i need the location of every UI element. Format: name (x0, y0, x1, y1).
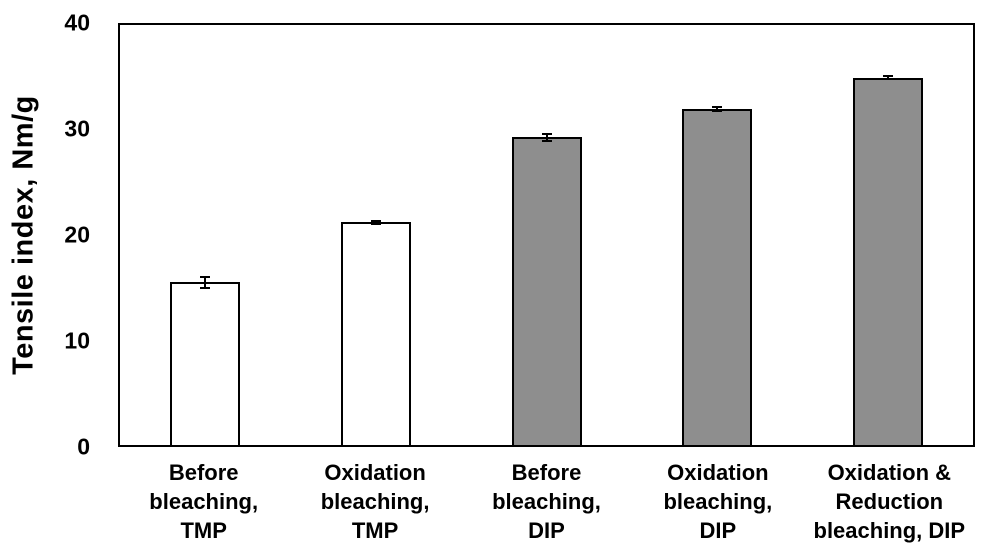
y-axis-tick-labels: 0 10 20 30 40 (0, 11, 100, 458)
x-category-label-line: Oxidation (324, 460, 426, 485)
y-tick-label-20: 20 (64, 221, 90, 248)
bar-4 (682, 109, 753, 445)
error-bar-4 (712, 106, 723, 112)
error-bar-2 (370, 219, 381, 225)
x-category-label-line: TMP (180, 518, 227, 543)
x-category-label-line: DIP (528, 518, 565, 543)
x-category-label-line: Before (168, 460, 239, 485)
y-tick-label-30: 30 (64, 115, 90, 142)
error-bar-5 (882, 75, 893, 80)
x-category-label-line: bleaching, (149, 489, 259, 514)
y-tick-label-10: 10 (64, 327, 90, 354)
y-tick-label-40: 40 (64, 9, 90, 36)
error-bar-stem (886, 76, 889, 79)
error-bar-cap-bottom (882, 77, 893, 80)
error-bar-cap-bottom (712, 109, 723, 112)
x-category-label-4: Oxidation bleaching, DIP (623, 458, 813, 545)
error-bar-stem (204, 277, 207, 288)
x-category-label-1: Before bleaching, TMP (109, 458, 299, 545)
x-axis-labels: Before bleaching, TMP Oxidation bleaching, TM… (118, 458, 975, 548)
x-category-label-line: Before (511, 460, 582, 485)
x-category-label-line: TMP (351, 518, 399, 543)
error-bar-cap-bottom (541, 139, 552, 142)
y-tick-label-0: 0 (77, 433, 90, 460)
error-bar-stem (374, 220, 377, 224)
x-category-label-line: DIP (699, 518, 737, 543)
bar-2 (340, 222, 411, 445)
error-bar-3 (541, 133, 552, 142)
x-category-label-5: Oxidation & Reduction bleaching, DIP (794, 458, 984, 545)
error-bar-cap-bottom (370, 222, 381, 225)
x-category-label-2: Oxidation bleaching, TMP (280, 458, 470, 545)
error-bar-stem (545, 134, 548, 141)
x-category-label-line: Oxidation & (827, 460, 952, 485)
bar-1 (170, 282, 241, 445)
bar-5 (852, 77, 923, 445)
error-bar-stem (716, 107, 719, 111)
x-category-label-line: Reduction (835, 489, 944, 514)
error-bar-cap-bottom (200, 286, 211, 289)
bar-3 (511, 137, 582, 445)
x-category-label-line: bleaching, DIP (813, 518, 966, 543)
error-bar-1 (200, 276, 211, 289)
x-category-label-line: bleaching, (320, 489, 430, 514)
x-category-label-line: bleaching, (663, 489, 773, 514)
x-category-label-line: bleaching, (492, 489, 601, 514)
plot-area (118, 23, 975, 447)
x-category-label-3: Before bleaching, DIP (452, 458, 642, 545)
x-category-label-line: Oxidation (667, 460, 769, 485)
